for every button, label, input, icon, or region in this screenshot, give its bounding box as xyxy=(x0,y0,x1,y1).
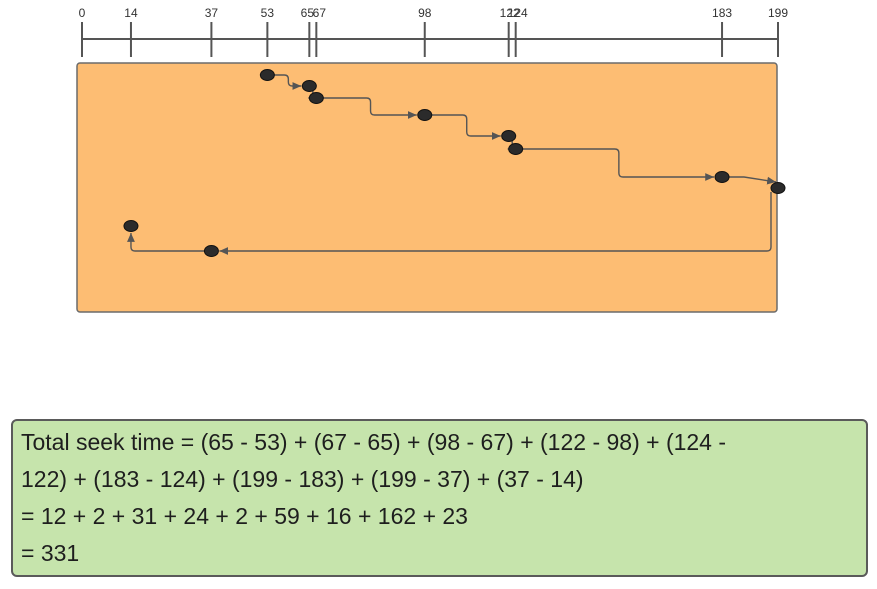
tick-label: 98 xyxy=(418,6,432,20)
path-segment xyxy=(219,192,772,255)
tick-label: 122 xyxy=(500,6,520,20)
tick-label: 0 xyxy=(79,6,86,20)
request-node xyxy=(203,245,219,257)
path-segment xyxy=(274,74,302,90)
tick-label: 183 xyxy=(712,6,732,20)
head-movement-path xyxy=(127,74,777,255)
tick-label: 67 xyxy=(313,6,327,20)
request-node xyxy=(714,171,730,183)
request-node xyxy=(301,80,317,92)
tick-label: 124 xyxy=(508,6,528,20)
request-node xyxy=(123,220,139,232)
path-segment xyxy=(323,97,417,119)
tick-label: 199 xyxy=(768,6,788,20)
tick-label: 65 xyxy=(301,6,315,20)
path-segment xyxy=(431,114,501,140)
request-node xyxy=(417,109,433,121)
tick-label: 37 xyxy=(205,6,219,20)
path-segment xyxy=(522,148,715,181)
path-segment xyxy=(127,233,205,252)
request-node xyxy=(259,69,275,81)
tick-label: 14 xyxy=(124,6,138,20)
calc-line-2: 122) + (183 - 124) + (199 - 183) + (199 … xyxy=(21,466,584,492)
request-node xyxy=(501,130,517,142)
schedule-panel xyxy=(76,62,778,313)
request-node xyxy=(508,143,524,155)
seek-time-calculation: Total seek time = (65 - 53) + (67 - 65) … xyxy=(11,419,868,577)
request-node xyxy=(770,182,786,194)
path-segment xyxy=(729,176,777,185)
request-node xyxy=(308,92,324,104)
request-nodes xyxy=(123,69,786,257)
calc-line-3: = 12 + 2 + 31 + 24 + 2 + 59 + 16 + 162 +… xyxy=(21,503,468,529)
calc-line-1: Total seek time = (65 - 53) + (67 - 65) … xyxy=(21,429,727,455)
tick-label: 53 xyxy=(261,6,275,20)
calc-line-4: = 331 xyxy=(21,540,80,566)
